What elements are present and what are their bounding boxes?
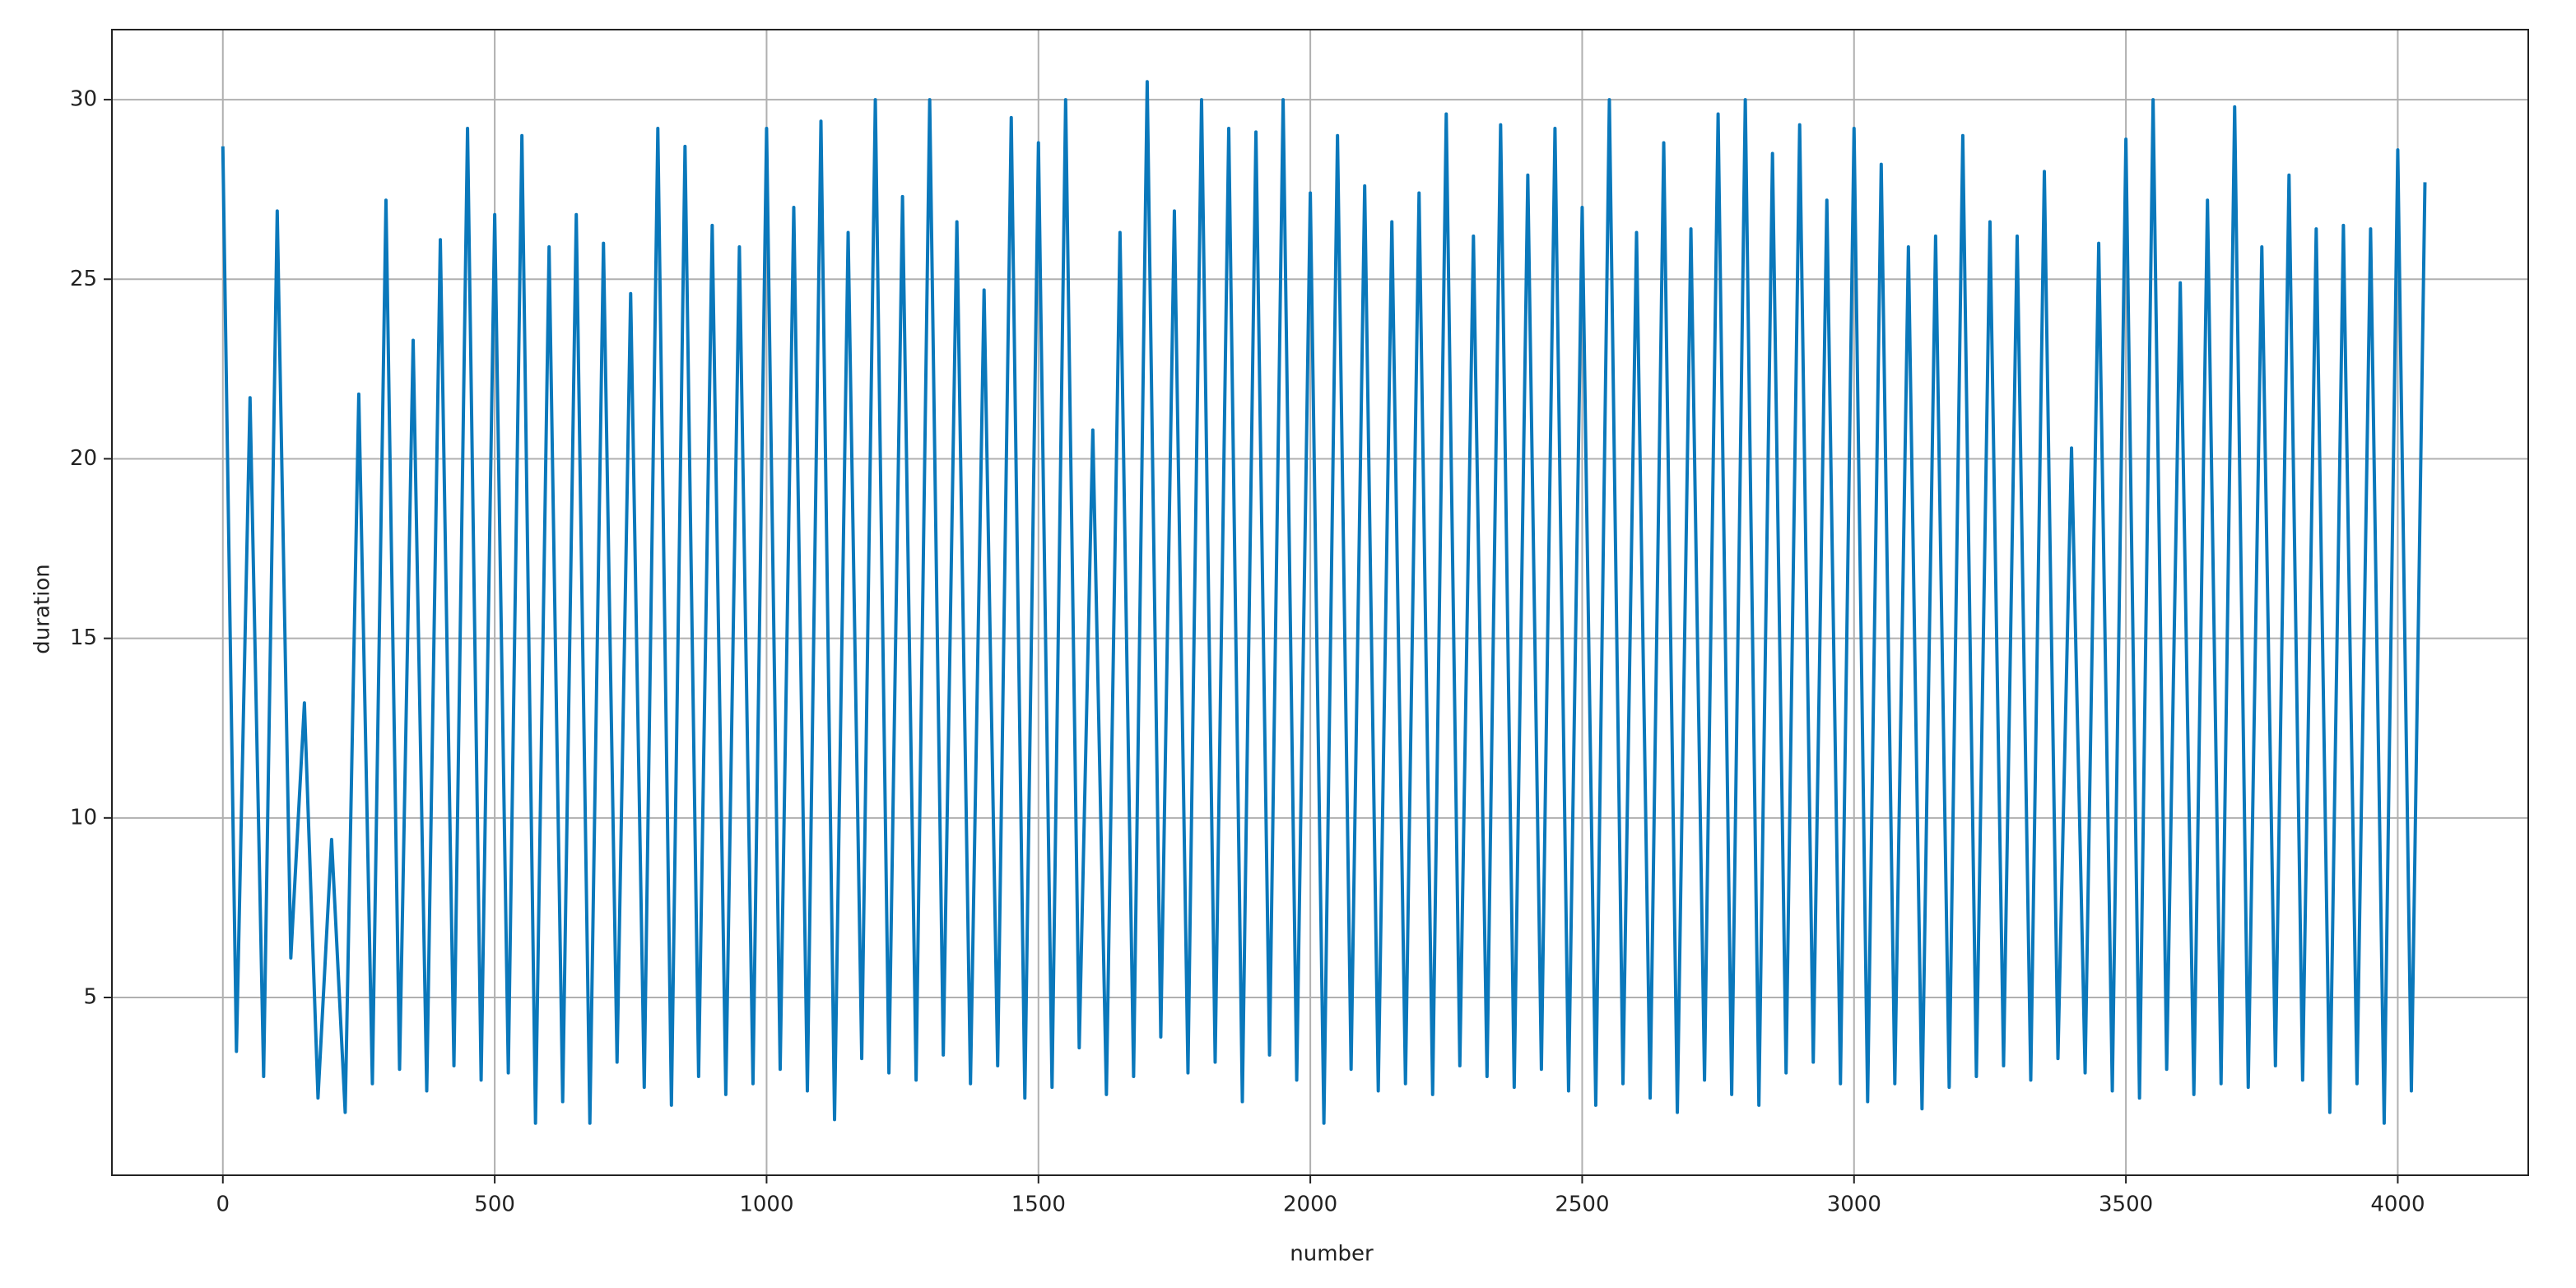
y-tick-label: 25: [70, 267, 97, 291]
y-tick-label: 5: [83, 985, 97, 1010]
y-tick-label: 20: [70, 446, 97, 471]
x-tick-label: 4000: [2370, 1193, 2425, 1217]
y-tick-label: 15: [70, 625, 97, 650]
x-tick-label: 1000: [739, 1193, 793, 1217]
x-tick-label: 2500: [1555, 1193, 1609, 1217]
plot: [221, 80, 2427, 1125]
y-tick-label: 10: [70, 805, 97, 830]
x-tick-label: 1500: [1011, 1193, 1066, 1217]
x-tick-label: 2000: [1283, 1193, 1337, 1217]
x-tick-label: 500: [474, 1193, 515, 1217]
axes-frame: [111, 29, 2529, 1176]
x-tick-label: 3500: [2099, 1193, 2153, 1217]
y-tick-label: 30: [70, 87, 97, 112]
x-tick-label: 0: [216, 1193, 230, 1217]
data-line: [221, 80, 2427, 1125]
x-axis-label: number: [1290, 1242, 1374, 1267]
x-tick-label: 3000: [1827, 1193, 1881, 1217]
y-axis-label: duration: [30, 564, 55, 653]
